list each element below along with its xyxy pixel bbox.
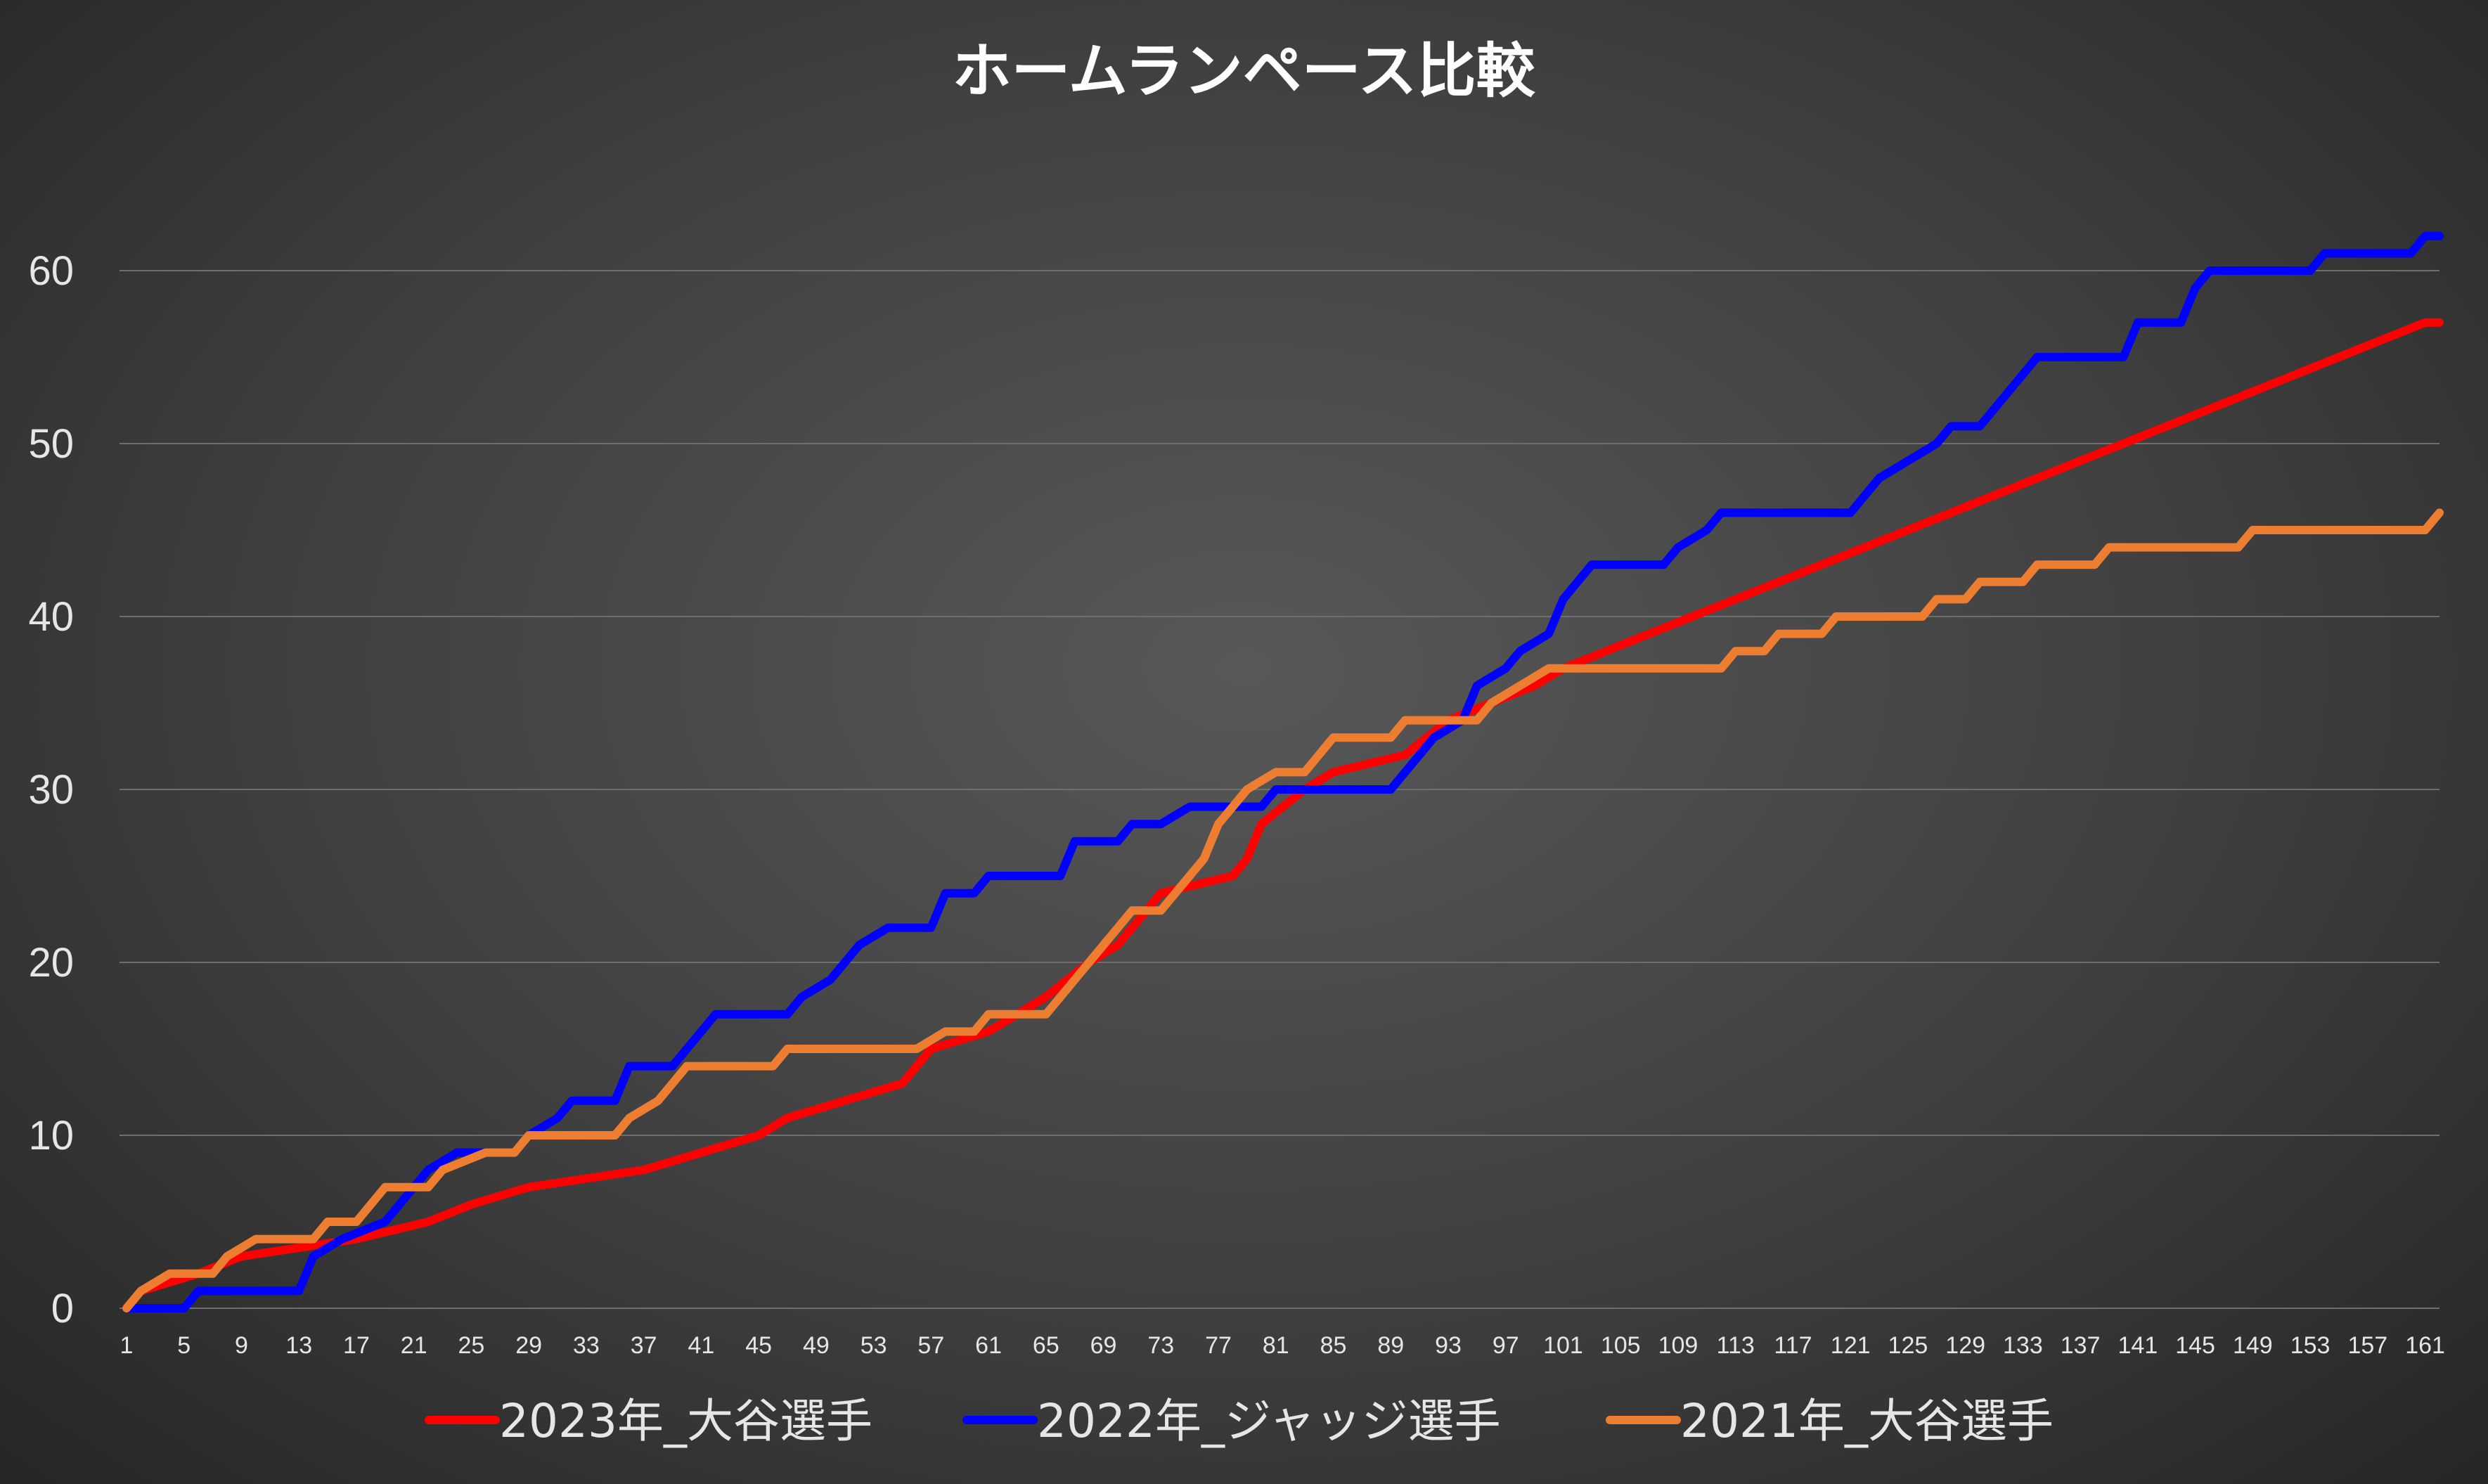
x-tick-label: 141: [2118, 1332, 2158, 1359]
x-tick-label: 125: [1888, 1332, 1928, 1359]
x-tick-label: 85: [1320, 1332, 1347, 1359]
x-tick-label: 49: [803, 1332, 830, 1359]
x-tick-label: 109: [1658, 1332, 1699, 1359]
x-tick-label: 21: [401, 1332, 427, 1359]
x-tick-label: 149: [2233, 1332, 2273, 1359]
gridlines: [120, 270, 2439, 1309]
x-tick-label: 101: [1543, 1332, 1583, 1359]
x-tick-label: 5: [177, 1332, 191, 1359]
x-tick-label: 45: [745, 1332, 772, 1359]
x-tick-label: 113: [1717, 1332, 1755, 1359]
x-tick-label: 61: [975, 1332, 1002, 1359]
legend-label-3: 2021年_大谷選手: [1680, 1394, 2054, 1448]
x-axis-ticks: 1 5 9 13 17 21 25 29 33 37 41 45 49 53 57 61 65 69 73 77 81 8…: [120, 1332, 2445, 1359]
x-tick-label: 25: [458, 1332, 485, 1359]
x-tick-label: 17: [343, 1332, 370, 1359]
y-tick-label: 10: [28, 1113, 74, 1159]
x-tick-label: 129: [1945, 1332, 1985, 1359]
y-tick-label: 0: [51, 1286, 74, 1331]
x-tick-label: 53: [861, 1332, 887, 1359]
y-tick-label: 40: [28, 594, 74, 640]
x-tick-label: 157: [2347, 1332, 2387, 1359]
y-tick-label: 30: [28, 767, 74, 813]
y-tick-label: 50: [28, 421, 74, 467]
x-tick-label: 9: [235, 1332, 248, 1359]
chart-title: ホームランペース比較: [952, 37, 1535, 105]
x-tick-label: 105: [1601, 1332, 1641, 1359]
x-tick-label: 153: [2290, 1332, 2331, 1359]
y-tick-label: 20: [28, 940, 74, 986]
x-tick-label: 161: [2405, 1332, 2445, 1359]
x-tick-label: 77: [1205, 1332, 1232, 1359]
x-tick-label: 33: [573, 1332, 600, 1359]
x-tick-label: 121: [1831, 1332, 1871, 1359]
x-tick-label: 69: [1090, 1332, 1117, 1359]
x-tick-label: 97: [1493, 1332, 1519, 1359]
x-tick-label: 37: [631, 1332, 657, 1359]
x-tick-label: 57: [917, 1332, 944, 1359]
x-tick-label: 93: [1435, 1332, 1462, 1359]
x-tick-label: 145: [2175, 1332, 2215, 1359]
y-tick-label: 60: [28, 248, 74, 294]
legend-label-2: 2022年_ジャッジ選手: [1037, 1394, 1501, 1448]
x-tick-label: 81: [1263, 1332, 1289, 1359]
x-tick-label: 1: [120, 1332, 134, 1359]
x-tick-label: 89: [1377, 1332, 1404, 1359]
x-tick-label: 29: [515, 1332, 542, 1359]
series-lines: [122, 231, 2444, 1312]
x-tick-label: 73: [1147, 1332, 1174, 1359]
x-tick-label: 41: [688, 1332, 714, 1359]
x-tick-label: 65: [1033, 1332, 1059, 1359]
series-line-1: [122, 318, 2444, 1312]
series-line-3: [122, 508, 2444, 1312]
series-line-2: [122, 231, 2444, 1312]
legend: 2023年_大谷選手 2022年_ジャッジ選手 2021年_大谷選手: [425, 1394, 2054, 1448]
x-tick-label: 117: [1774, 1332, 1812, 1359]
x-tick-label: 13: [285, 1332, 312, 1359]
legend-label-1: 2023年_大谷選手: [499, 1394, 872, 1448]
y-axis-ticks: 0 10 20 30 40 50 60: [28, 248, 74, 1331]
x-tick-label: 133: [2003, 1332, 2043, 1359]
x-tick-label: 137: [2061, 1332, 2101, 1359]
